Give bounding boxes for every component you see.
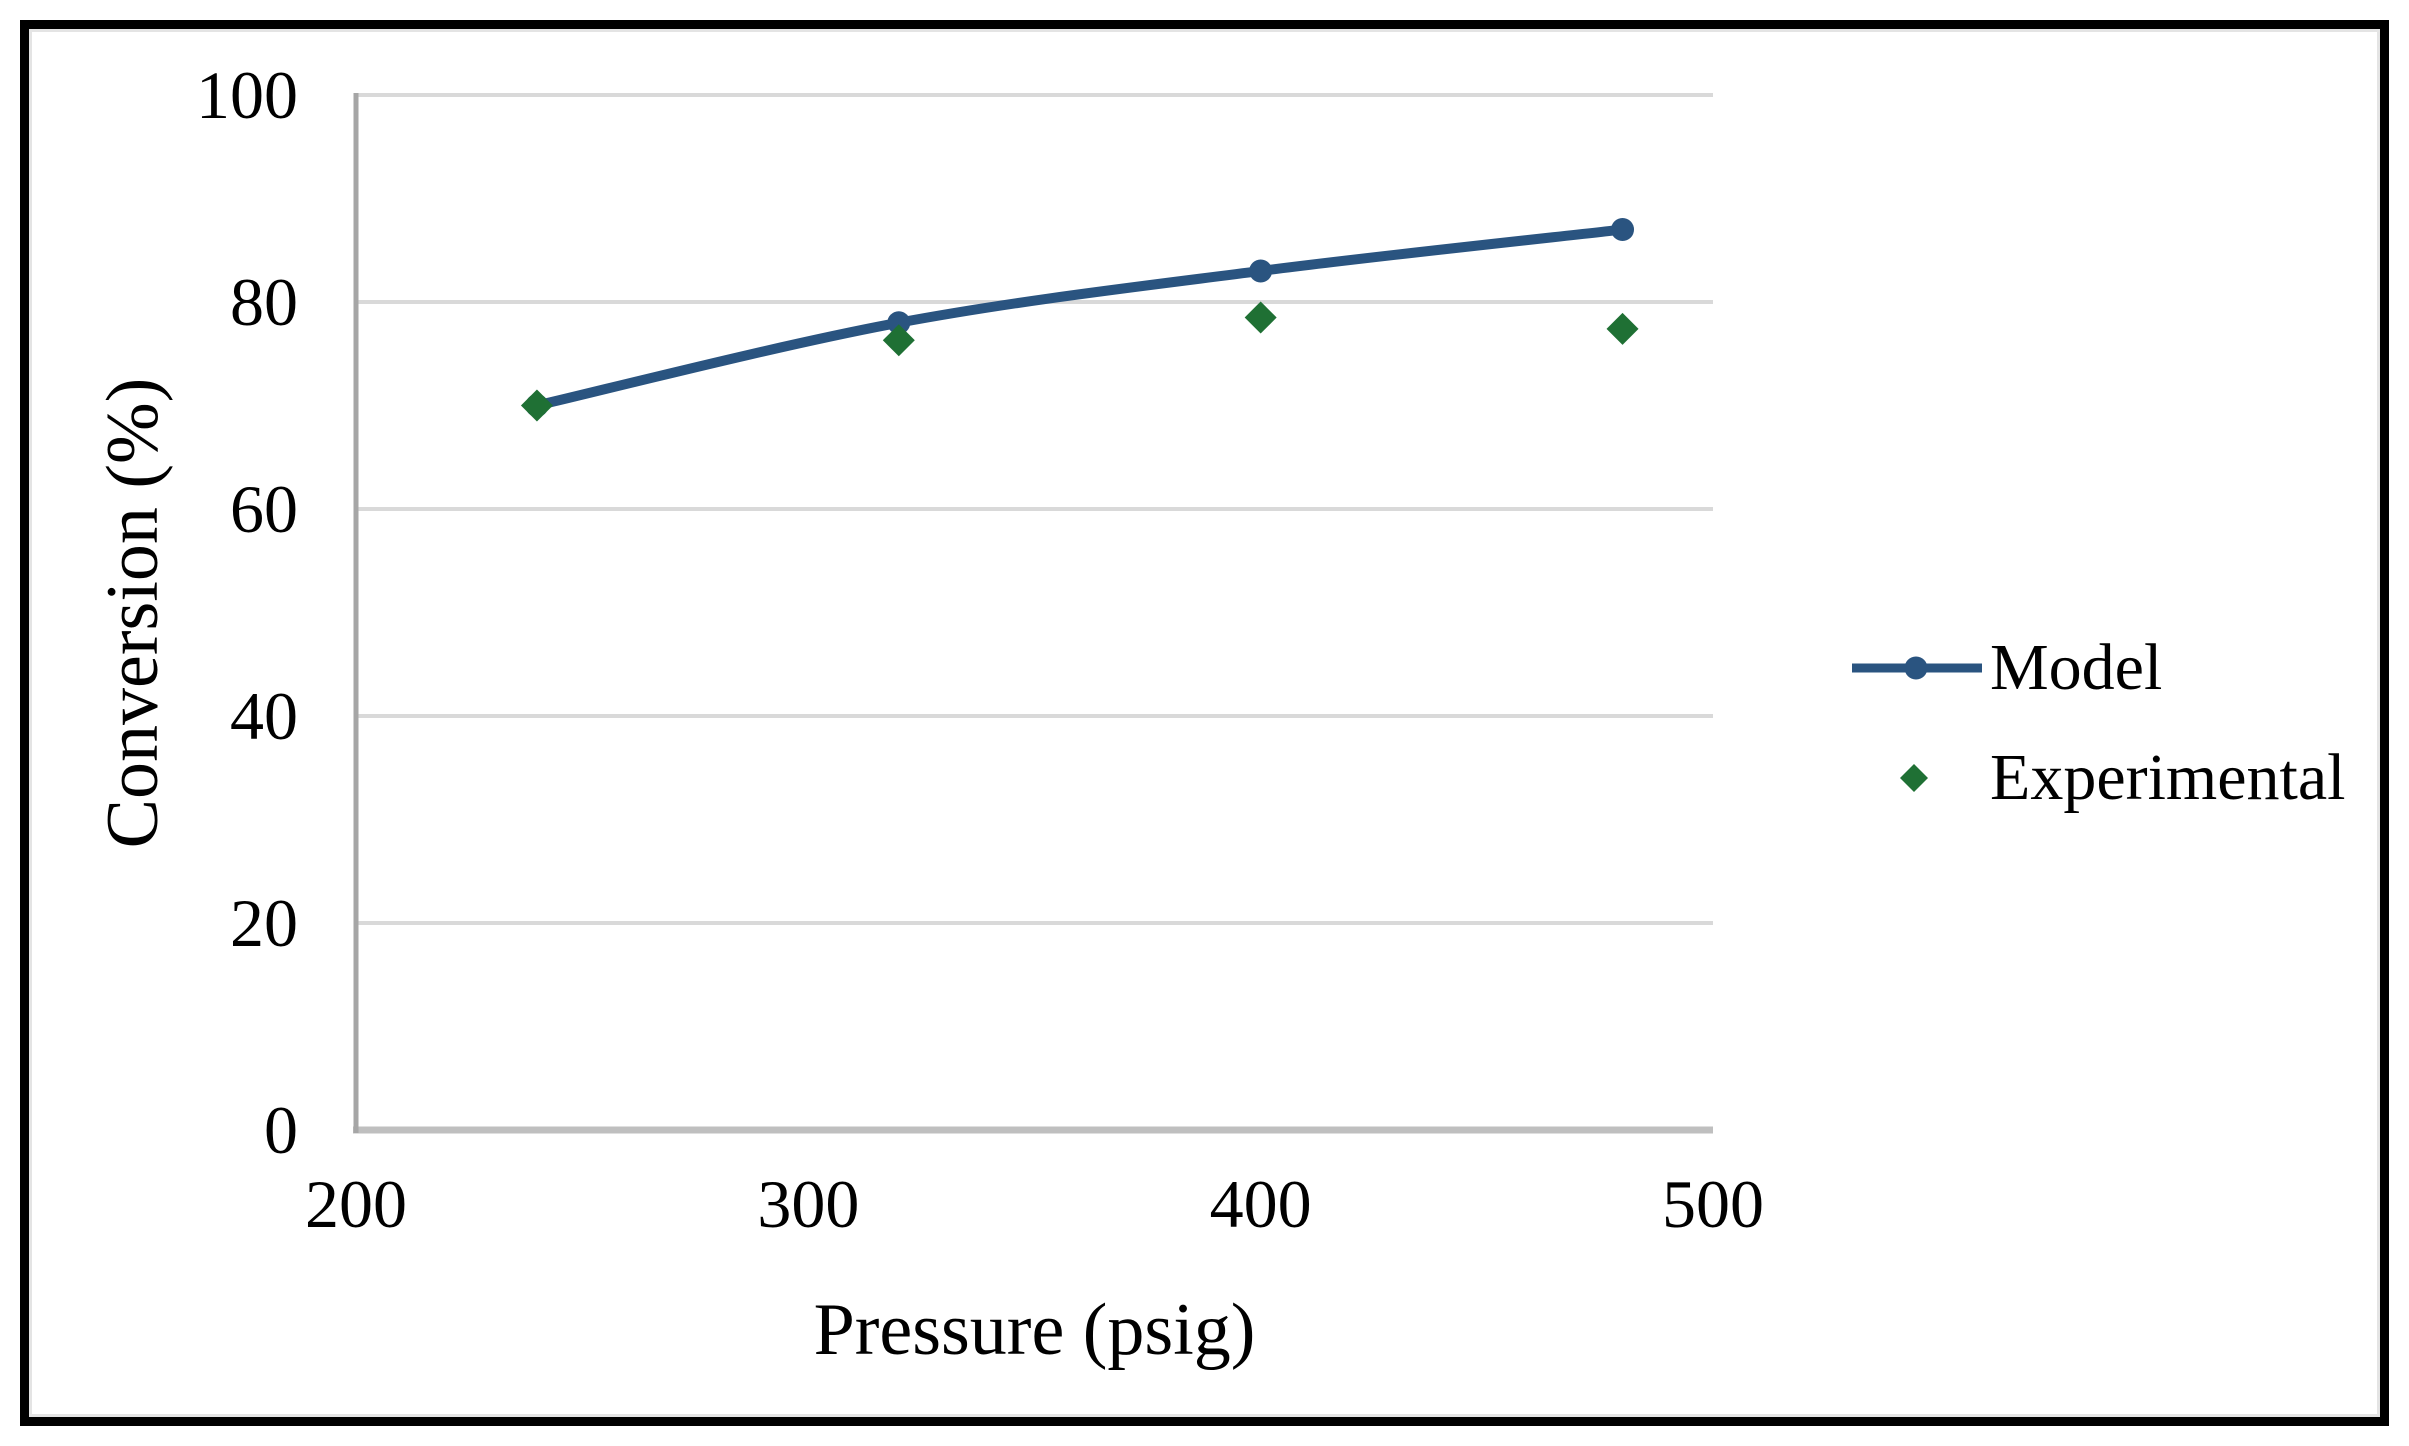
y-tick-label-80: 80 — [230, 264, 298, 340]
y-tick-label-40: 40 — [230, 678, 298, 754]
y-tick-label-60: 60 — [230, 471, 298, 547]
x-tick-label-200: 200 — [305, 1166, 407, 1242]
model-line — [531, 224, 1628, 411]
x-tick-label-400: 400 — [1209, 1166, 1312, 1242]
model-point-320 — [887, 311, 911, 335]
x-tick-label-500: 500 — [1662, 1166, 1764, 1242]
chart-border — [20, 20, 2389, 1426]
x-tick-label-300: 300 — [757, 1166, 860, 1242]
experimental-point-400 — [1244, 301, 1277, 334]
y-tick-label-0: 0 — [264, 1092, 298, 1168]
legend-item-experimental: Experimental — [1850, 733, 2346, 823]
model-point-400 — [1249, 259, 1273, 283]
model-point-480 — [1611, 218, 1635, 242]
legend-label: Experimental — [1990, 741, 2346, 814]
legend-label: Model — [1990, 631, 2163, 704]
experimental-point-320 — [882, 324, 915, 357]
experimental-point-240 — [520, 389, 553, 422]
y-axis-title: Conversion (%) — [92, 377, 174, 849]
x-axis-title: Pressure (psig) — [813, 1289, 1256, 1371]
chart-border-inner — [29, 29, 2380, 1417]
y-tick-label-100: 100 — [196, 57, 298, 133]
legend-item-model: Model — [1850, 623, 2162, 713]
experimental-point-480 — [1606, 312, 1639, 345]
y-tick-label-20: 20 — [230, 885, 298, 961]
legend-diamond-sample — [1900, 764, 1928, 792]
legend-circle-sample — [1852, 656, 1982, 680]
